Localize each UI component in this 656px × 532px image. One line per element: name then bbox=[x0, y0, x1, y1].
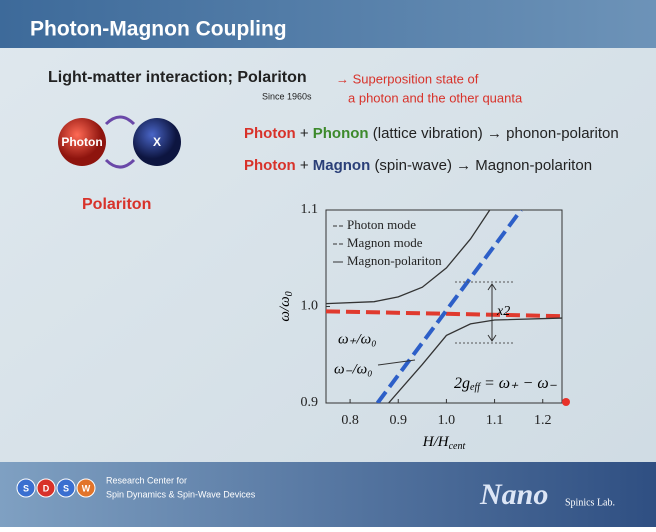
title: Photon-Magnon Coupling bbox=[30, 18, 287, 41]
logo-letter: W bbox=[82, 483, 91, 493]
logo-letter: S bbox=[63, 483, 69, 493]
title-bar bbox=[0, 0, 656, 48]
annotation: ω₊/ω₀ bbox=[338, 331, 376, 347]
row-part: Photon bbox=[244, 125, 296, 142]
row-part: (spin-wave) → Magnon-polariton bbox=[374, 157, 592, 174]
x-axis-label-main: H/H bbox=[422, 434, 450, 450]
logo-ball bbox=[56, 478, 76, 498]
legend-label: Photon mode bbox=[347, 217, 416, 232]
quanta-label: X bbox=[153, 135, 161, 149]
chart: 0.8 0.9 1.0 1.1 1.2 0.9 1.0 1.1 Photon mode Magno… bbox=[277, 202, 570, 452]
annotation: x2 bbox=[496, 304, 510, 319]
pointer-dot bbox=[562, 398, 570, 406]
row-part: Photon bbox=[244, 157, 296, 174]
annotation: 2geff = ω₊ − ω₋ bbox=[454, 375, 558, 394]
row-part: Magnon bbox=[313, 157, 371, 174]
photon-label: Photon bbox=[61, 135, 102, 149]
row-part: Phonon bbox=[313, 125, 369, 142]
x-tick-label: 0.9 bbox=[389, 413, 407, 428]
legend-label: Magnon mode bbox=[347, 235, 423, 250]
x-tick-label: 1.0 bbox=[438, 413, 456, 428]
rows: Photon + Phonon (lattice vibration) → ph… bbox=[244, 125, 619, 174]
y-tick-label: 1.0 bbox=[301, 299, 319, 314]
lab-logo: Nano bbox=[479, 478, 548, 511]
annotation-part: 2g bbox=[454, 375, 470, 392]
y-axis-label-main: ω/ω bbox=[277, 296, 293, 321]
caption: Polariton bbox=[82, 196, 151, 213]
logo-letter: D bbox=[43, 483, 50, 493]
row-part: (lattice vibration) → phonon-polariton bbox=[373, 125, 619, 142]
logo-ball bbox=[76, 478, 96, 498]
annotation-part: eff bbox=[470, 382, 481, 393]
x-axis-label-sub: cent bbox=[449, 441, 466, 452]
logo-letter: S bbox=[23, 483, 29, 493]
center-name: Research Center for bbox=[106, 475, 187, 485]
logo-ball bbox=[16, 478, 36, 498]
since: Since 1960s bbox=[262, 91, 312, 101]
y-axis-label: ω/ω0 bbox=[277, 291, 295, 321]
center-name: Spin Dynamics & Spin-Wave Devices bbox=[106, 489, 256, 499]
x-tick-label: 1.2 bbox=[534, 413, 552, 428]
y-tick-label: 1.1 bbox=[301, 202, 319, 217]
lab-name: Spinics Lab. bbox=[565, 497, 615, 508]
annotation-part: = ω₊ − ω₋ bbox=[484, 375, 558, 392]
exchange-arrows bbox=[104, 115, 136, 169]
x-axis-label: H/Hcent bbox=[422, 434, 466, 452]
y-axis-label-sub: 0 bbox=[284, 291, 295, 296]
series-line bbox=[375, 210, 523, 403]
logo-ball bbox=[36, 478, 56, 498]
x-tick-label: 1.1 bbox=[486, 413, 504, 428]
leader bbox=[377, 359, 416, 366]
heading: Light-matter interaction; Polariton bbox=[48, 69, 307, 86]
note: a photon and the other quanta bbox=[348, 90, 523, 105]
y-tick-label: 0.9 bbox=[301, 395, 319, 410]
annotation: ω₋/ω₀ bbox=[334, 361, 372, 377]
note: → Superposition state of bbox=[336, 71, 479, 86]
x-tick-label: 0.8 bbox=[341, 413, 359, 428]
legend-label: Magnon-polariton bbox=[347, 253, 442, 268]
quanta-sphere bbox=[133, 118, 181, 166]
photon-sphere bbox=[58, 118, 106, 166]
row-part: + bbox=[300, 157, 309, 174]
row-part: + bbox=[300, 125, 309, 142]
series-line bbox=[326, 210, 562, 403]
gap-arrow bbox=[487, 283, 497, 342]
plot-frame bbox=[325, 209, 563, 404]
gap-guides bbox=[455, 281, 515, 344]
row: Photon + Phonon (lattice vibration) → ph… bbox=[244, 125, 619, 142]
row: Photon + Magnon (spin-wave) → Magnon-pol… bbox=[244, 157, 592, 174]
footer-bar bbox=[0, 462, 656, 527]
